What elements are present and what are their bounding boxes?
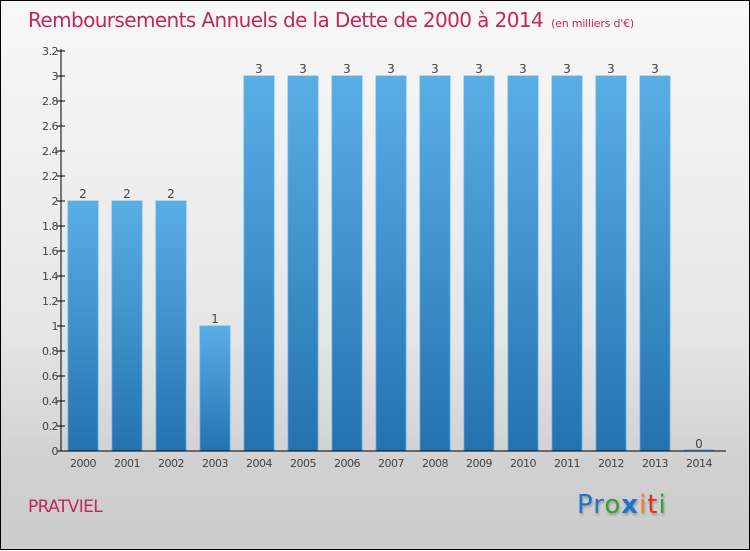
value-label-2014: 0 <box>695 437 703 451</box>
x-tick-label: 2005 <box>290 457 316 470</box>
y-tick-label: 0.4 <box>42 395 58 408</box>
value-label-2008: 3 <box>431 62 439 76</box>
value-label-2001: 2 <box>123 187 131 201</box>
value-label-2011: 3 <box>563 62 571 76</box>
proxiti-logo[interactable]: Proxiti <box>577 490 667 520</box>
value-label-2010: 3 <box>519 62 527 76</box>
x-tick-label: 2012 <box>598 457 624 470</box>
bar-2001 <box>111 200 143 452</box>
bar-2003 <box>199 325 231 452</box>
y-tick-label: 2.6 <box>42 120 58 133</box>
value-label-2007: 3 <box>387 62 395 76</box>
value-label-2013: 3 <box>651 62 659 76</box>
value-label-2005: 3 <box>299 62 307 76</box>
y-tick-label: 1 <box>52 320 59 333</box>
y-tick-label: 3 <box>52 70 59 83</box>
value-label-2002: 2 <box>167 187 175 201</box>
x-tick-label: 2010 <box>510 457 536 470</box>
y-tick-label: 0.8 <box>42 345 58 358</box>
bar-2000 <box>67 200 99 452</box>
x-axis: 2000 2001 2002 2003 2004 2005 2006 2007 2008 2009… <box>61 450 726 470</box>
bar-2010 <box>507 75 539 452</box>
y-tick-label: 2 <box>52 195 59 208</box>
chart-title: Remboursements Annuels de la Dette de 20… <box>28 8 634 32</box>
y-tick-label: 1.4 <box>42 270 58 283</box>
value-label-2003: 1 <box>211 312 219 326</box>
x-tick-label: 2006 <box>334 457 360 470</box>
y-tick-label: 2.8 <box>42 95 58 108</box>
logo-letter: x <box>621 490 640 520</box>
bar-2012 <box>595 75 627 452</box>
logo-letter: r <box>593 490 605 520</box>
x-tick-label: 2014 <box>686 457 712 470</box>
title-text: Remboursements Annuels de la Dette de 20… <box>28 8 544 32</box>
x-tick-label: 2003 <box>202 457 228 470</box>
y-tick-label: 0.6 <box>42 370 58 383</box>
x-tick-label: 2007 <box>378 457 404 470</box>
x-tick-label: 2001 <box>114 457 140 470</box>
bar-2009 <box>463 75 495 452</box>
value-label-2004: 3 <box>255 62 263 76</box>
y-tick-label: 0 <box>52 445 59 458</box>
y-tick-label: 1.8 <box>42 220 58 233</box>
value-label-2000: 2 <box>79 187 87 201</box>
bar-2008 <box>419 75 451 452</box>
bars-group: 2 2 2 1 3 3 3 3 3 3 3 3 3 3 0 <box>67 62 715 452</box>
bar-2007 <box>375 75 407 452</box>
bar-2011 <box>551 75 583 452</box>
y-tick-label: 2.2 <box>42 170 58 183</box>
logo-letter: i <box>658 490 667 520</box>
y-tick-label: 1.6 <box>42 245 58 258</box>
x-tick-label: 2004 <box>246 457 272 470</box>
x-tick-label: 2009 <box>466 457 492 470</box>
value-label-2012: 3 <box>607 62 615 76</box>
bar-2004 <box>243 75 275 452</box>
bar-2002 <box>155 200 187 452</box>
logo-letter: t <box>647 490 659 520</box>
value-label-2009: 3 <box>475 62 483 76</box>
x-tick-label: 2008 <box>422 457 448 470</box>
city-name: PRATVIEL <box>28 497 103 517</box>
y-axis: 0 0.2 0.4 0.6 0.8 1 1.2 1.4 1.6 1.8 2 2.2 2.4 2.6 2.8 3… <box>42 45 65 458</box>
x-tick-label: 2011 <box>554 457 580 470</box>
x-tick-label: 2000 <box>70 457 96 470</box>
y-tick-label: 0.2 <box>42 420 58 433</box>
y-tick-label: 2.4 <box>42 145 58 158</box>
bar-2005 <box>287 75 319 452</box>
y-tick-label: 1.2 <box>42 295 58 308</box>
value-label-2006: 3 <box>343 62 351 76</box>
bar-2013 <box>639 75 671 452</box>
chart-subtitle: (en milliers d'€) <box>551 17 634 30</box>
y-tick-label: 3.2 <box>42 45 58 58</box>
logo-letter: P <box>577 490 594 520</box>
x-tick-label: 2013 <box>642 457 668 470</box>
logo-letter: o <box>604 490 622 520</box>
logo-letter: i <box>639 490 648 520</box>
x-tick-label: 2002 <box>158 457 184 470</box>
bar-2006 <box>331 75 363 452</box>
